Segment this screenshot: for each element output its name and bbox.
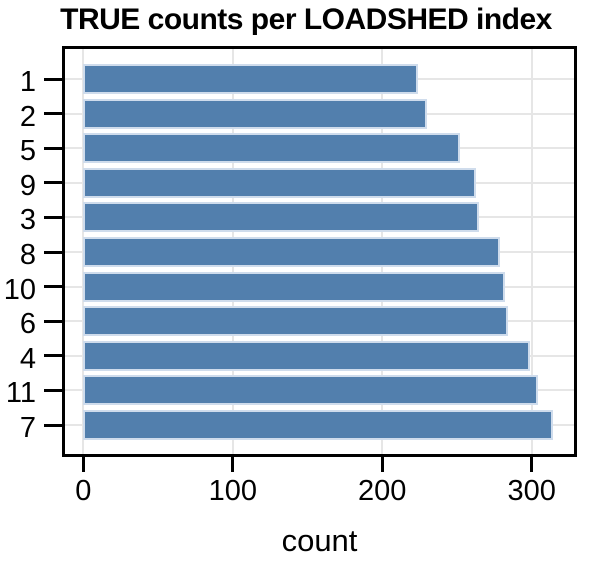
bar-5 <box>83 133 460 164</box>
x-tick <box>530 457 534 472</box>
y-tick <box>44 354 62 358</box>
y-tick-label: 7 <box>19 412 36 444</box>
y-tick-label: 5 <box>19 135 36 168</box>
y-tick <box>44 146 62 150</box>
y-tick-label: 1 <box>19 66 36 98</box>
y-tick-label: 4 <box>19 342 36 375</box>
x-tick <box>231 457 235 472</box>
y-tick <box>44 181 62 185</box>
y-tick-label: 3 <box>19 204 36 237</box>
x-tick-label: 200 <box>358 475 407 507</box>
bar-1 <box>83 64 419 94</box>
x-axis-title: count <box>281 523 358 558</box>
bar-7 <box>83 410 553 440</box>
plot-area <box>65 49 574 454</box>
y-tick-label: 2 <box>19 100 36 133</box>
y-tick-label: 8 <box>19 239 36 271</box>
y-tick <box>44 77 62 81</box>
y-tick <box>44 388 62 392</box>
bar-3 <box>83 202 480 233</box>
x-tick <box>380 457 384 472</box>
bar-9 <box>83 167 477 198</box>
y-tick-label: 6 <box>19 308 36 341</box>
y-tick <box>44 285 62 289</box>
bar-8 <box>83 237 501 267</box>
y-tick-label: 9 <box>19 169 36 202</box>
y-tick <box>44 319 62 323</box>
x-tick-label: 300 <box>507 475 556 507</box>
y-tick-label: 11 <box>5 377 36 410</box>
x-tick <box>81 457 85 472</box>
bar-10 <box>83 271 505 302</box>
y-tick <box>44 215 62 219</box>
y-tick-label: 10 <box>3 273 36 306</box>
y-tick <box>44 423 62 427</box>
y-tick <box>44 112 62 116</box>
bar-11 <box>83 375 538 406</box>
x-tick-label: 100 <box>208 475 257 507</box>
plot-panel <box>62 46 577 457</box>
bar-4 <box>83 340 531 371</box>
y-tick <box>44 250 62 254</box>
x-tick-label: 0 <box>75 475 92 507</box>
bar-2 <box>83 98 428 129</box>
bar-6 <box>83 306 508 337</box>
chart-title: TRUE counts per LOADSHED index <box>60 3 552 36</box>
